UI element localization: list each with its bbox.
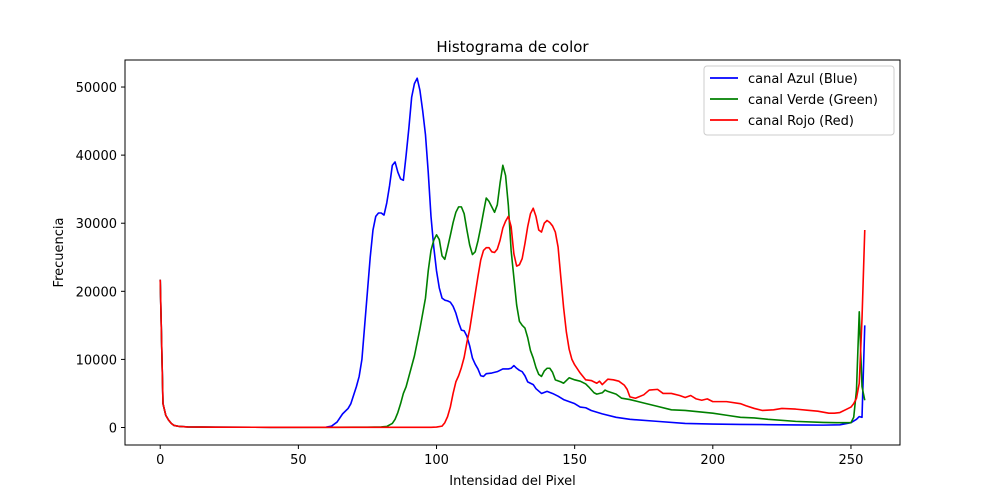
x-tick-label: 200	[700, 453, 725, 468]
plot-frame	[124, 59, 901, 446]
y-tick-label: 30000	[76, 217, 117, 232]
x-tick-label: 0	[156, 453, 164, 468]
y-tick-label: 10000	[76, 353, 117, 368]
series-line-red	[159, 207, 866, 429]
y-tick-label: 0	[109, 422, 117, 437]
x-tick-label: 250	[839, 453, 864, 468]
legend-label: canal Azul (Blue)	[748, 72, 858, 87]
x-tick-label: 50	[290, 453, 307, 468]
legend: canal Azul (Blue) canal Verde (Green) cana…	[703, 65, 895, 136]
legend-box	[703, 65, 895, 136]
legend-label: canal Rojo (Red)	[748, 114, 854, 129]
x-tick-label: 100	[424, 453, 449, 468]
series-line-green	[159, 164, 866, 429]
y-tick-label: 50000	[76, 81, 117, 96]
y-axis-label: Frecuencia	[52, 218, 67, 288]
y-tick-label: 20000	[76, 285, 117, 300]
series-line-blue	[159, 77, 866, 429]
y-tick-label: 40000	[76, 149, 117, 164]
y-axis: 0 10000 20000 30000 40000 50000	[76, 81, 125, 437]
x-axis: 0 50 100 150 200 250	[156, 445, 863, 468]
x-axis-label: Intensidad del Pixel	[449, 474, 575, 489]
x-tick-label: 150	[562, 453, 587, 468]
chart-title: Histograma de color	[436, 38, 589, 56]
plot-area	[159, 77, 866, 429]
legend-label: canal Verde (Green)	[748, 93, 878, 108]
